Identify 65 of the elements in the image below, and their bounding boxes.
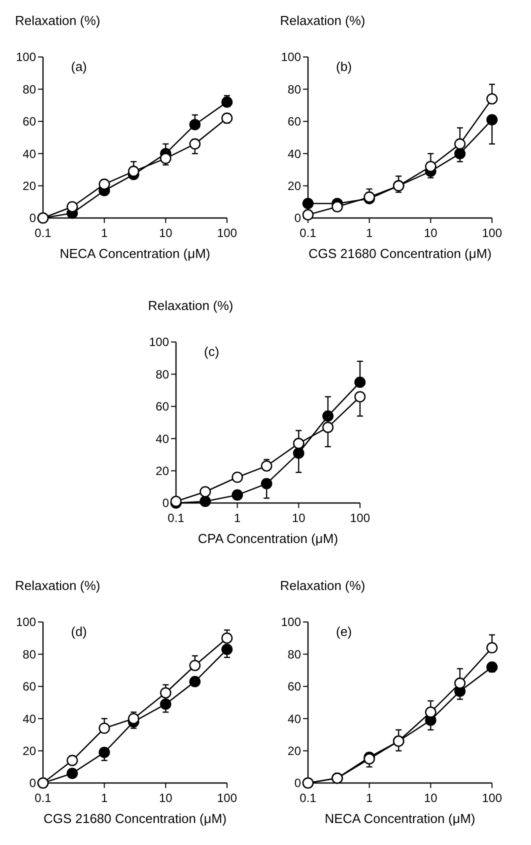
x-tick-label: 10 (158, 226, 173, 240)
x-tick-label: 100 (216, 791, 238, 805)
y-tick-label: 60 (288, 680, 302, 694)
y-tick-label: 100 (280, 50, 302, 64)
y-axis-title: Relaxation (%) (148, 298, 234, 313)
x-tick-label: 10 (292, 511, 306, 525)
y-tick-label: 0 (294, 211, 302, 226)
x-tick-label: 0.1 (300, 791, 317, 805)
y-tick-label: 40 (22, 146, 36, 161)
x-axis-title: NECA Concentration (μM) (324, 811, 476, 826)
annotation: (b) (336, 59, 352, 74)
y-tick-label: 60 (22, 680, 36, 694)
y-tick-label: 80 (22, 647, 36, 662)
y-tick-label: 20 (156, 464, 170, 478)
y-axis-title: Relaxation (%) (15, 13, 100, 28)
y-tick-label: 100 (148, 335, 170, 350)
y-tick-label: 80 (288, 647, 302, 662)
y-tick-label: 40 (288, 712, 302, 726)
x-tick-label: 100 (482, 226, 502, 240)
y-tick-label: 60 (288, 114, 302, 129)
x-tick-label: 10 (424, 791, 438, 805)
y-tick-label: 0 (162, 496, 170, 510)
annotation: (d) (71, 624, 87, 639)
y-tick-label: 20 (288, 744, 302, 758)
annotation: (c) (204, 344, 220, 359)
x-tick-label: 1 (366, 226, 373, 240)
x-tick-label: 0.1 (34, 791, 52, 805)
x-axis-title: CPA Concentration (μM) (198, 531, 338, 546)
x-tick-label: 10 (424, 226, 438, 240)
y-tick-label: 0 (294, 776, 302, 790)
x-axis-title: NECA Concentration (μM) (60, 246, 210, 261)
x-tick-label: 1 (366, 791, 373, 805)
y-tick-label: 20 (22, 179, 36, 193)
y-axis-title: Relaxation (%) (15, 578, 100, 593)
annotation: (e) (336, 624, 352, 639)
y-tick-label: 20 (288, 179, 302, 193)
x-tick-label: 100 (216, 226, 238, 240)
x-tick-label: 1 (234, 511, 241, 525)
x-tick-label: 1 (100, 226, 108, 240)
y-tick-label: 60 (22, 114, 36, 129)
y-tick-label: 40 (156, 432, 170, 446)
y-axis-title: Relaxation (%) (280, 578, 366, 593)
y-tick-label: 60 (156, 400, 170, 414)
y-tick-label: 80 (22, 82, 36, 96)
x-tick-label: 100 (350, 511, 370, 525)
x-tick-label: 10 (158, 791, 173, 805)
y-tick-label: 100 (16, 615, 36, 630)
x-axis-title: CGS 21680 Concentration (μM) (43, 811, 227, 826)
y-tick-label: 80 (156, 367, 170, 382)
y-tick-label: 100 (16, 50, 36, 64)
x-tick-label: 0.1 (34, 226, 52, 240)
y-tick-label: 80 (288, 82, 302, 96)
x-tick-label: 100 (482, 791, 502, 805)
y-tick-label: 20 (22, 744, 36, 758)
y-tick-label: 40 (22, 712, 36, 726)
x-tick-label: 0.1 (168, 511, 185, 525)
y-axis-title: Relaxation (%) (280, 13, 366, 28)
y-tick-label: 0 (29, 776, 36, 790)
x-tick-label: 1 (100, 791, 108, 805)
annotation: (a) (71, 59, 87, 74)
x-tick-label: 0.1 (300, 226, 317, 240)
y-tick-label: 0 (29, 211, 36, 226)
y-tick-label: 100 (280, 615, 302, 630)
x-axis-title: CGS 21680 Concentration (μM) (308, 246, 492, 261)
y-tick-label: 40 (288, 146, 302, 161)
